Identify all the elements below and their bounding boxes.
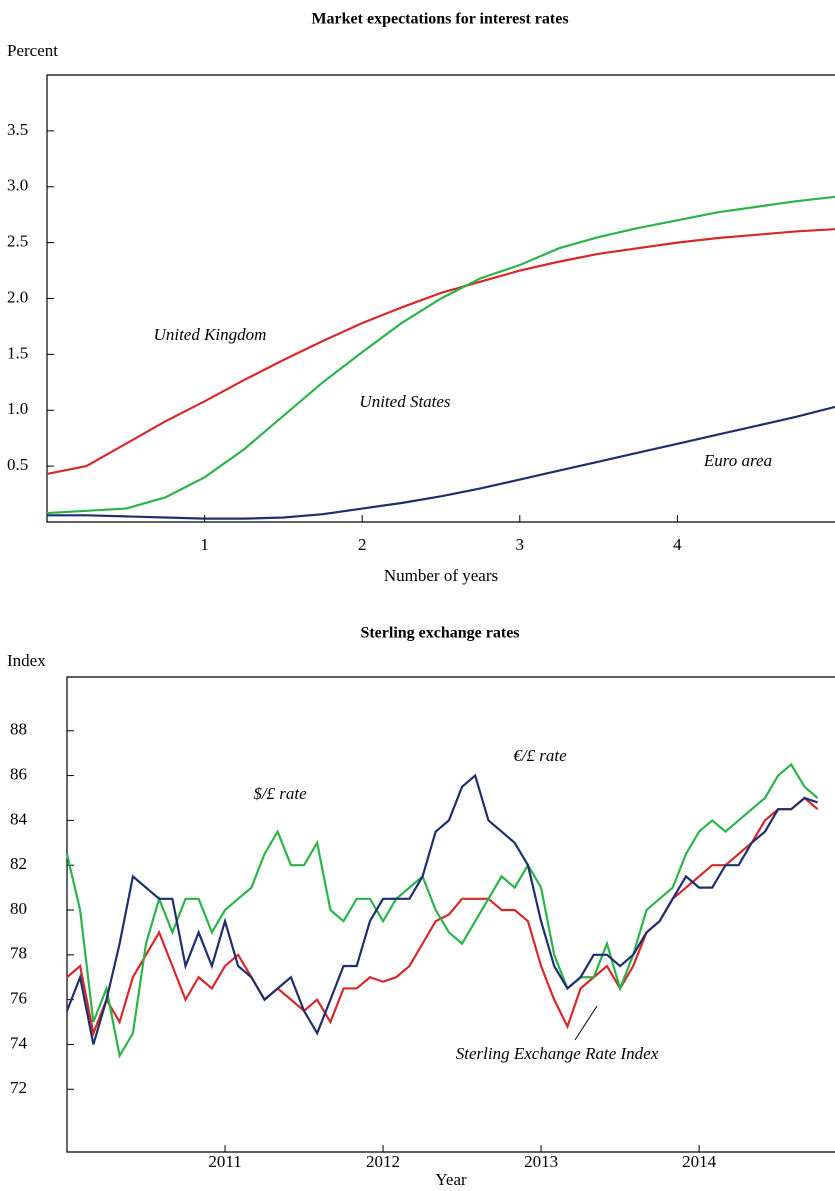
y-tick-label: 3.5	[7, 120, 28, 139]
y-tick-label: 1.0	[7, 399, 28, 418]
y-tick-label: 2.0	[7, 287, 28, 306]
y-tick-label: 80	[10, 899, 27, 918]
y-tick-label: 72	[10, 1078, 27, 1097]
x-tick-label: 3	[516, 535, 525, 554]
y-axis-label: Index	[7, 651, 46, 670]
y-tick-label: 1.5	[7, 343, 28, 362]
series-label: €/£ rate	[513, 746, 567, 765]
series-line	[46, 195, 835, 515]
chart-title: Market expectations for interest rates	[311, 11, 568, 28]
x-tick-label: 2013	[524, 1152, 558, 1171]
series-line	[46, 228, 835, 476]
y-tick-label: 2.5	[7, 232, 28, 251]
x-tick-label: 2011	[208, 1152, 241, 1171]
y-tick-label: 0.5	[7, 455, 28, 474]
series-label: Sterling Exchange Rate Index	[456, 1044, 659, 1063]
y-tick-label: 3.0	[7, 176, 28, 195]
x-axis-label: Number of years	[384, 566, 498, 585]
series-label: Euro area	[703, 451, 772, 470]
y-tick-label: 84	[10, 809, 28, 828]
x-tick-label: 2014	[682, 1152, 717, 1171]
x-tick-label: 2012	[366, 1152, 400, 1171]
series-label: $/£ rate	[253, 784, 307, 803]
y-tick-label: 74	[10, 1033, 28, 1052]
x-tick-label: 1	[200, 535, 209, 554]
x-axis-label: Year	[435, 1170, 467, 1189]
plot-frame	[66, 676, 835, 1153]
leader-line	[574, 1005, 598, 1041]
y-tick-label: 86	[10, 764, 27, 783]
chart-title: Sterling exchange rates	[360, 625, 519, 642]
series-line	[65, 762, 819, 1059]
series-label: United States	[359, 392, 451, 411]
x-tick-label: 2	[358, 535, 367, 554]
y-tick-label: 88	[10, 720, 27, 739]
y-tick-label: 82	[10, 854, 27, 873]
y-tick-label: 76	[10, 989, 27, 1008]
y-tick-label: 78	[10, 944, 27, 963]
y-axis-label: Percent	[7, 41, 58, 60]
series-label: United Kingdom	[154, 325, 267, 344]
series-line	[65, 773, 818, 1045]
x-tick-label: 4	[673, 535, 682, 554]
series-line	[47, 405, 835, 520]
